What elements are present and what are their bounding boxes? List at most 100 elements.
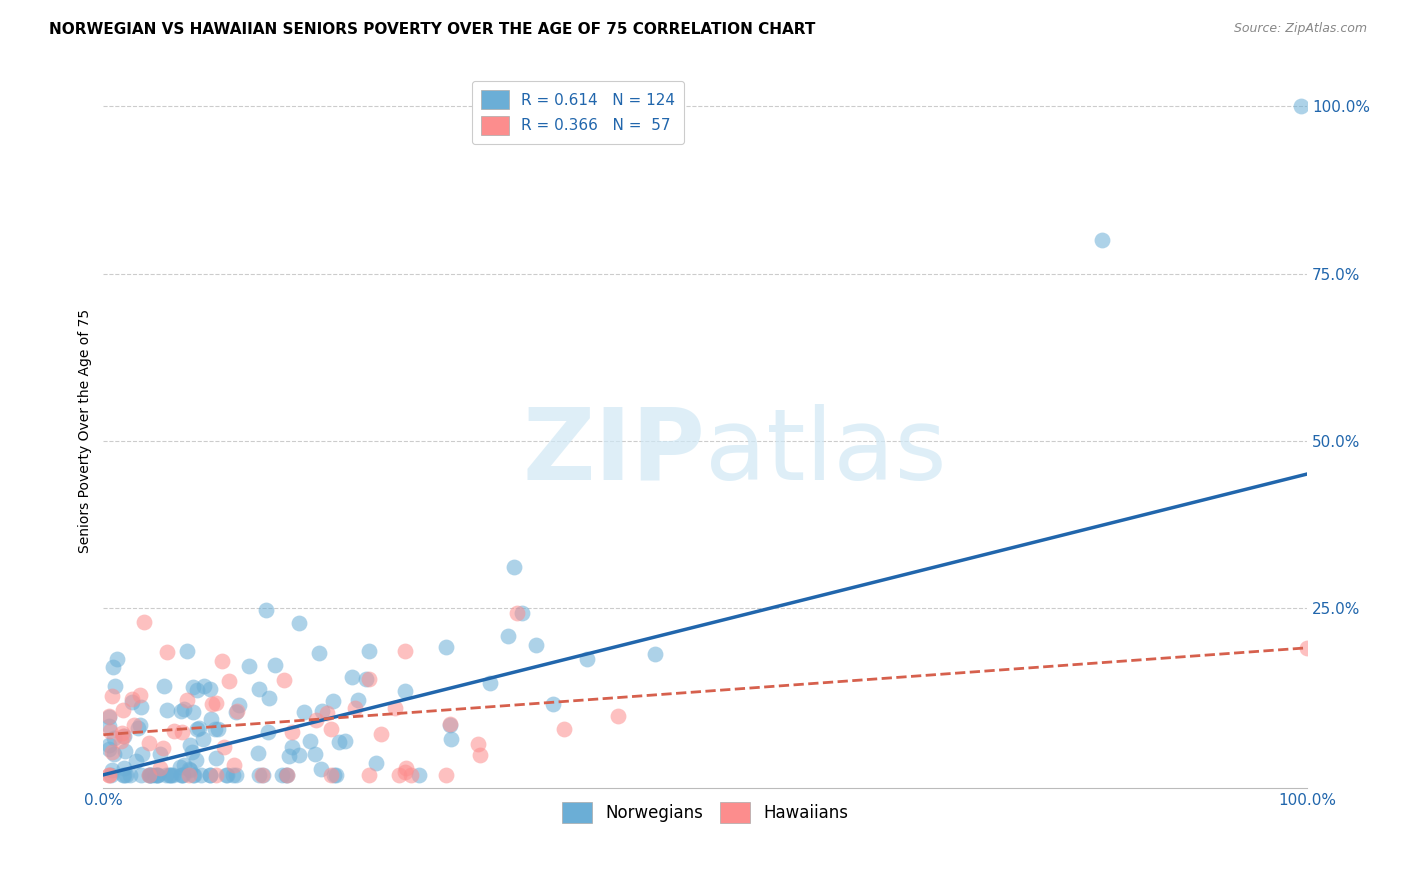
Legend: Norwegians, Hawaiians: Norwegians, Hawaiians [555,795,855,830]
Point [328,735,350,749]
Text: ZIP: ZIP [523,403,706,500]
Point [131,747,153,761]
Point [205,751,228,765]
Point [143,768,166,782]
Point [250,768,273,782]
Point [118,768,141,782]
Point [98,768,121,782]
Point [288,747,311,762]
Point [159,768,181,782]
Y-axis label: Seniors Poverty Over the Age of 75: Seniors Poverty Over the Age of 75 [79,309,93,553]
Point [254,603,277,617]
Point [644,648,666,662]
Point [155,768,177,782]
Point [394,644,416,658]
Point [503,560,526,574]
Point [467,737,489,751]
Point [395,761,418,775]
Point [347,693,370,707]
Point [170,768,193,782]
Text: Source: ZipAtlas.com: Source: ZipAtlas.com [1233,22,1367,36]
Point [145,768,167,782]
Point [179,738,201,752]
Point [186,722,208,736]
Point [98,723,121,738]
Point [184,753,207,767]
Point [264,657,287,672]
Point [479,675,502,690]
Point [112,729,135,743]
Point [139,768,162,782]
Point [201,697,224,711]
Point [162,768,184,782]
Point [114,744,136,758]
Point [215,768,238,782]
Point [388,768,411,782]
Point [156,703,179,717]
Point [104,679,127,693]
Point [111,703,134,717]
Point [357,768,380,782]
Point [172,725,194,739]
Point [1295,641,1317,656]
Point [98,710,121,724]
Point [259,691,281,706]
Point [439,731,461,746]
Point [340,670,363,684]
Point [439,717,461,731]
Point [179,763,201,777]
Point [204,696,226,710]
Point [177,768,200,782]
Point [149,747,172,761]
Point [193,679,215,693]
Point [181,768,204,782]
Point [218,674,240,689]
Point [394,683,416,698]
Point [364,756,387,771]
Point [322,768,344,782]
Point [200,712,222,726]
Point [541,698,564,712]
Point [270,768,292,782]
Point [115,768,138,782]
Point [156,645,179,659]
Point [553,722,575,736]
Point [188,721,211,735]
Point [129,700,152,714]
Point [309,762,332,776]
Point [141,768,163,782]
Point [129,717,152,731]
Point [298,734,321,748]
Point [526,638,548,652]
Point [181,681,204,695]
Point [287,615,309,630]
Point [101,745,124,759]
Point [125,754,148,768]
Point [181,745,204,759]
Point [121,695,143,709]
Point [204,768,226,782]
Point [112,768,135,782]
Point [170,705,193,719]
Point [138,735,160,749]
Point [129,768,152,782]
Point [214,739,236,754]
Point [606,709,628,723]
Point [111,725,134,739]
Point [103,660,125,674]
Point [228,698,250,713]
Point [222,757,245,772]
Point [172,768,194,782]
Point [204,722,226,736]
Point [434,768,457,782]
Point [103,731,125,745]
Point [292,705,315,719]
Point [325,768,347,782]
Point [193,731,215,746]
Point [121,691,143,706]
Point [273,673,295,688]
Point [173,758,195,772]
Point [225,706,247,720]
Point [159,768,181,782]
Point [247,746,270,760]
